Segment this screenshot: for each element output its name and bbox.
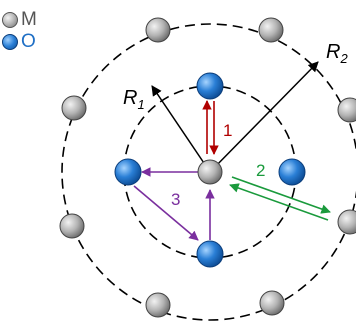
metal-atom [258,17,284,43]
central-metal-atom [197,159,223,185]
radius-r1-label: R1 [123,87,145,112]
metal-atom [337,209,356,235]
metal-atom [59,213,85,239]
metal-atom [337,97,356,123]
oxygen-atom [278,158,306,186]
radius-r2-label: R2 [326,41,348,66]
oxygen-atom [114,158,142,186]
metal-atom [61,95,87,121]
metal-atom [145,17,171,43]
oxygen-atom [196,72,224,100]
legend-oxygen: O [2,32,36,52]
outer-shell-circle [61,23,356,321]
legend-metal-label: M [21,9,37,30]
legend-metal: M [2,10,37,30]
path-3-arrow-diagonal [133,185,199,241]
radius-r2-arrow [209,61,319,173]
oxygen-atom [196,240,224,268]
metal-atom [259,290,285,316]
path-2-label: 2 [256,161,265,180]
legend-metal-swatch [2,12,18,28]
path-3-label: 3 [171,190,180,209]
path-2-arrow-out [231,176,331,214]
path-2-arrow-in [229,183,329,221]
legend-oxygen-label: O [21,31,36,52]
legend-oxygen-swatch [2,34,18,50]
metal-atom [145,292,171,318]
path-1-label: 1 [223,121,232,140]
radius-r1-arrow [151,85,211,173]
